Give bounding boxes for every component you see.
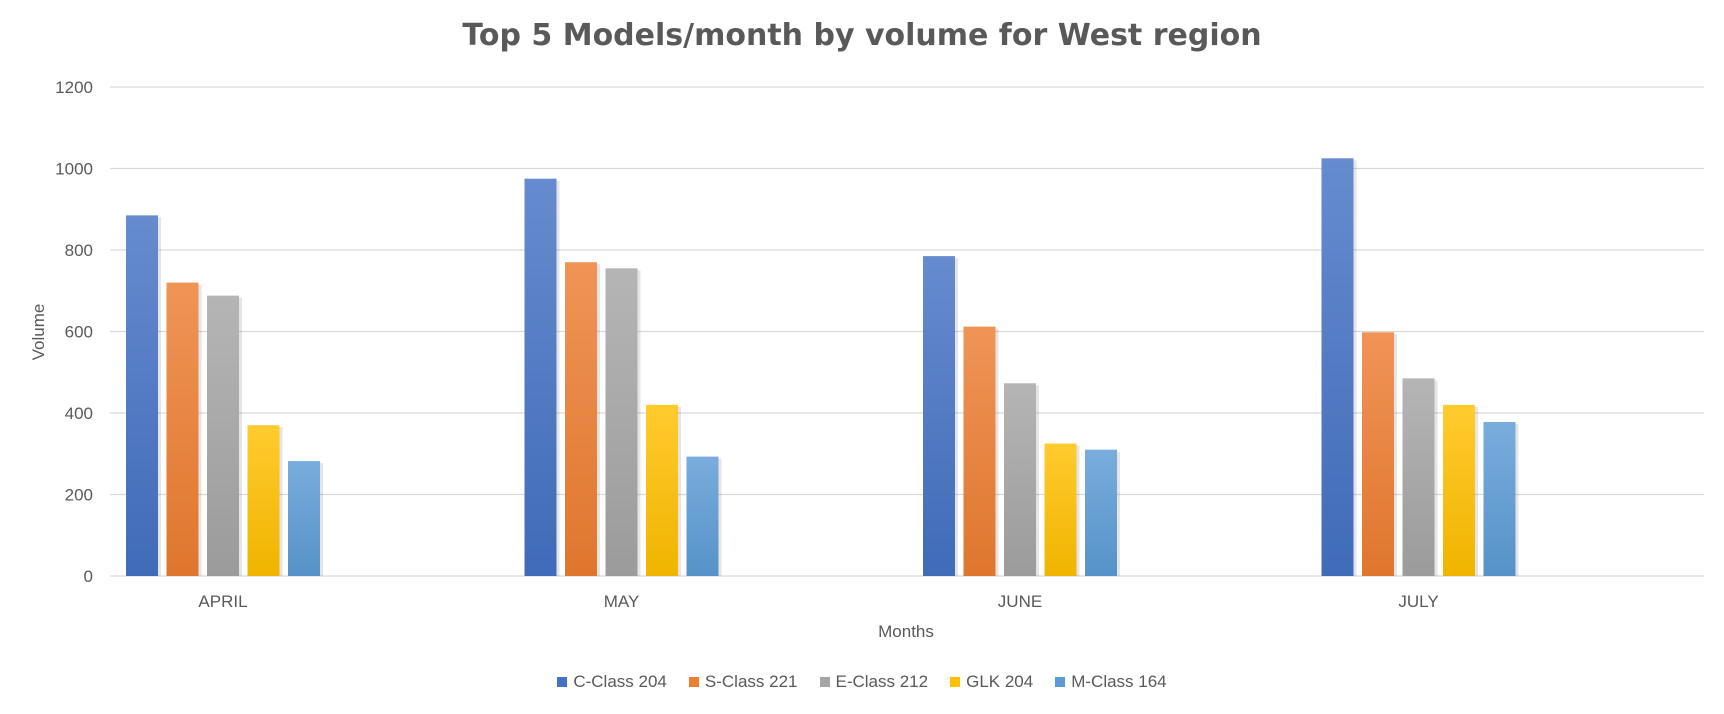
legend-item: S-Class 221 [688,672,798,692]
x-tick-label: APRIL [198,592,247,611]
bar-april-3 [247,425,280,576]
bar-april-1 [166,282,199,576]
legend-label: GLK 204 [966,672,1034,691]
bar-may-1 [565,262,597,576]
y-tick-label: 600 [65,323,93,342]
bar-may-0 [524,178,557,576]
bar-april-0 [126,215,158,577]
x-tick-label: JUNE [998,592,1042,611]
legend-item: M-Class 164 [1055,672,1167,692]
bar-april-4 [288,461,320,576]
bar-june-4 [1085,449,1117,576]
legend-label: S-Class 221 [704,672,798,691]
chart-title: Top 5 Models/month by volume for West re… [462,18,1262,53]
legend-label: E-Class 212 [835,672,929,691]
y-axis-title: Volume [29,304,48,361]
bar-june-1 [963,326,996,576]
legend-swatch [950,677,961,687]
gridlines [110,86,1704,577]
x-tick-labels: APRIL MAY JUNE JULY [198,592,1438,611]
bar-july-2 [1402,378,1435,576]
bar-april-2 [207,295,239,576]
legend: C-Class 204 S-Class 221 E-Class 212 GLK 204… [0,672,1724,692]
legend-swatch [1055,677,1066,687]
legend-swatch [688,677,699,687]
y-tick-labels: 0 200 400 600 800 1000 1200 [55,78,93,586]
bar-june-3 [1044,443,1077,576]
bar-july-4 [1483,421,1516,576]
bar-june-0 [923,256,955,576]
x-axis-title: Months [878,622,934,641]
y-tick-label: 0 [84,567,93,586]
legend-swatch [557,677,568,687]
legend-item: GLK 204 [950,672,1033,692]
bar-june-2 [1004,383,1036,576]
bar-july-3 [1443,404,1475,576]
bar-july-0 [1321,158,1354,576]
bars [126,158,1519,577]
legend-label: M-Class 164 [1071,672,1167,691]
bar-may-4 [686,456,719,576]
legend-item: E-Class 212 [819,672,929,692]
y-tick-label: 400 [65,404,93,423]
y-tick-label: 1000 [55,160,93,179]
y-tick-label: 1200 [55,78,93,97]
legend-label: C-Class 204 [573,672,667,691]
bar-may-2 [605,268,638,576]
bar-may-3 [646,404,678,576]
x-tick-label: JULY [1398,592,1438,611]
x-tick-label: MAY [604,592,640,611]
y-tick-label: 800 [65,241,93,260]
legend-item: C-Class 204 [557,672,667,692]
legend-swatch [819,677,830,687]
y-tick-label: 200 [65,486,93,505]
bar-july-1 [1362,332,1394,576]
